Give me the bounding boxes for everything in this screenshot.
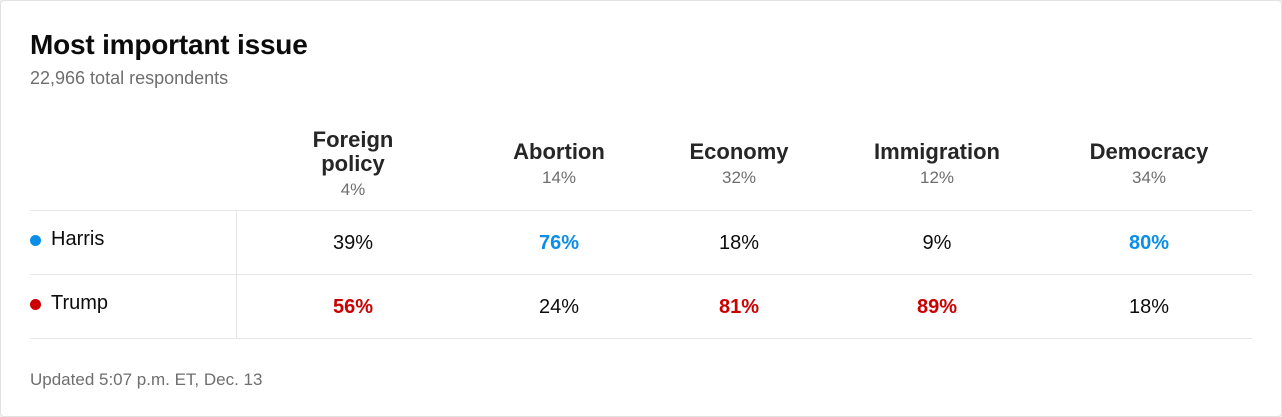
result-cell-trump-democracy: 18% <box>1128 295 1170 318</box>
issue-share: 14% <box>541 168 577 187</box>
result-cell-harris-immigration: 9% <box>922 231 952 254</box>
column-header-immigration: Immigration 12% <box>852 119 1022 211</box>
result-cell-trump-foreign-policy: 56% <box>332 295 374 318</box>
table-bottom-divider <box>30 338 1252 339</box>
label-column-divider <box>236 211 237 339</box>
candidate-name: Harris <box>51 227 105 250</box>
row-divider <box>30 274 1252 275</box>
issue-name: Immigration <box>874 139 1000 164</box>
result-cell-harris-abortion: 76% <box>538 231 580 254</box>
result-cell-trump-economy: 81% <box>718 295 760 318</box>
column-header-abortion: Abortion 14% <box>474 119 644 211</box>
candidate-label-harris: Harris <box>30 211 104 275</box>
header-divider <box>30 210 1252 211</box>
issue-share: 12% <box>919 168 955 187</box>
column-header-democracy: Democracy 34% <box>1064 119 1234 211</box>
card-title: Most important issue <box>30 29 308 60</box>
issue-share: 4% <box>340 180 366 199</box>
result-cell-harris-foreign-policy: 39% <box>332 231 374 254</box>
column-header-economy: Economy 32% <box>654 119 824 211</box>
result-cell-trump-immigration: 89% <box>916 295 958 318</box>
issue-share: 34% <box>1131 168 1167 187</box>
result-cell-trump-abortion: 24% <box>538 295 580 318</box>
results-table: Foreign policy 4% Abortion 14% Economy 32% Imm… <box>30 1 1252 416</box>
issue-name: Foreign policy <box>312 127 394 176</box>
legend-dot-icon <box>30 298 41 310</box>
issue-name: Abortion <box>513 139 605 164</box>
result-cell-harris-economy: 18% <box>718 231 760 254</box>
candidate-label-trump: Trump <box>30 275 108 339</box>
updated-timestamp: Updated 5:07 p.m. ET, Dec. 13 <box>30 370 263 389</box>
issue-share: 32% <box>721 168 757 187</box>
result-cell-harris-democracy: 80% <box>1128 231 1170 254</box>
candidate-name: Trump <box>51 291 109 314</box>
respondents-count: 22,966 total respondents <box>30 68 229 88</box>
legend-dot-icon <box>30 234 41 246</box>
issue-name: Democracy <box>1089 139 1209 164</box>
column-header-foreign-policy: Foreign policy 4% <box>293 119 413 211</box>
issue-name: Economy <box>689 139 789 164</box>
